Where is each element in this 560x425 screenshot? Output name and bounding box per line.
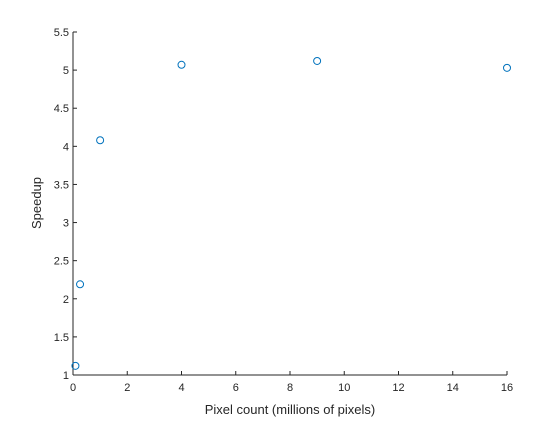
x-ticks: 0 2 4 6 8 10 12 14 16 [70, 371, 513, 394]
data-points [72, 57, 511, 369]
y-tick-label: 2.5 [54, 256, 69, 268]
y-ticks: 1 1.5 2 2.5 3 3.5 4 4.5 5 5.5 [54, 27, 77, 382]
y-tick-label: 2 [63, 294, 69, 306]
y-tick-label: 3.5 [54, 179, 69, 191]
y-tick-label: 4 [63, 141, 69, 153]
y-axis-label: Speedup [29, 177, 44, 229]
data-point [178, 61, 185, 68]
y-tick-label: 3 [63, 218, 69, 230]
x-tick-label: 8 [287, 382, 293, 394]
y-tick-label: 5 [63, 65, 69, 77]
y-tick-label: 1 [63, 370, 69, 382]
x-tick-label: 10 [338, 382, 350, 394]
x-tick-label: 14 [447, 382, 459, 394]
x-axis-label: Pixel count (millions of pixels) [205, 402, 376, 417]
y-tick-label: 4.5 [54, 103, 69, 115]
x-tick-label: 16 [501, 382, 513, 394]
x-tick-label: 6 [233, 382, 239, 394]
x-tick-label: 0 [70, 382, 76, 394]
data-point [77, 281, 84, 288]
y-tick-label: 1.5 [54, 332, 69, 344]
x-tick-label: 4 [178, 382, 184, 394]
y-tick-label: 5.5 [54, 27, 69, 39]
data-point [97, 137, 104, 144]
data-point [314, 57, 321, 64]
axes [73, 32, 507, 375]
x-tick-label: 2 [124, 382, 130, 394]
x-tick-label: 12 [392, 382, 404, 394]
data-point [504, 64, 511, 71]
